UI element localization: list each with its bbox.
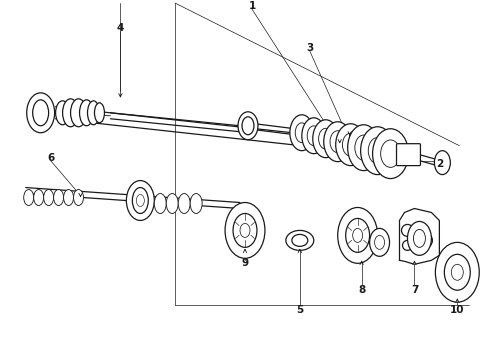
Ellipse shape (233, 213, 257, 247)
Ellipse shape (240, 224, 250, 237)
Ellipse shape (361, 127, 394, 175)
Ellipse shape (381, 140, 400, 167)
Ellipse shape (242, 117, 254, 135)
Ellipse shape (436, 242, 479, 302)
Text: 5: 5 (296, 305, 303, 315)
Ellipse shape (348, 125, 380, 171)
Ellipse shape (74, 190, 83, 206)
Ellipse shape (71, 99, 87, 127)
Ellipse shape (302, 118, 326, 154)
Text: 3: 3 (306, 43, 314, 53)
Ellipse shape (353, 229, 363, 242)
Polygon shape (399, 208, 440, 264)
Ellipse shape (55, 101, 70, 125)
Ellipse shape (444, 254, 470, 290)
Ellipse shape (132, 188, 148, 213)
FancyBboxPatch shape (396, 144, 420, 166)
Ellipse shape (95, 103, 104, 123)
Ellipse shape (343, 133, 359, 156)
Ellipse shape (336, 124, 366, 166)
Ellipse shape (368, 138, 387, 164)
Ellipse shape (79, 100, 94, 126)
Ellipse shape (63, 99, 78, 127)
Ellipse shape (372, 129, 409, 179)
Ellipse shape (345, 219, 369, 252)
Text: 7: 7 (411, 285, 418, 295)
Ellipse shape (225, 203, 265, 258)
Ellipse shape (88, 101, 99, 125)
Ellipse shape (324, 122, 352, 162)
Ellipse shape (374, 235, 385, 249)
Ellipse shape (318, 128, 333, 149)
Text: 10: 10 (450, 305, 465, 315)
Ellipse shape (64, 190, 74, 206)
Ellipse shape (414, 229, 425, 247)
Ellipse shape (238, 112, 258, 140)
Ellipse shape (286, 230, 314, 250)
Ellipse shape (178, 194, 190, 213)
Circle shape (401, 224, 414, 237)
Text: 9: 9 (242, 258, 248, 268)
Ellipse shape (33, 100, 49, 126)
Ellipse shape (355, 135, 372, 160)
Ellipse shape (435, 151, 450, 175)
Circle shape (416, 233, 432, 248)
Ellipse shape (307, 126, 320, 145)
Ellipse shape (34, 190, 44, 206)
Ellipse shape (408, 221, 431, 255)
Ellipse shape (313, 120, 339, 158)
Ellipse shape (330, 131, 345, 153)
Ellipse shape (24, 190, 34, 206)
Ellipse shape (292, 234, 308, 246)
Ellipse shape (295, 123, 308, 143)
Text: 1: 1 (248, 1, 256, 11)
Ellipse shape (136, 194, 145, 207)
Ellipse shape (53, 190, 64, 206)
Ellipse shape (190, 194, 202, 213)
Text: 6: 6 (47, 153, 54, 163)
Text: 4: 4 (117, 23, 124, 33)
Text: 2: 2 (436, 159, 443, 168)
Ellipse shape (369, 229, 390, 256)
Ellipse shape (44, 190, 53, 206)
Text: 8: 8 (358, 285, 365, 295)
Ellipse shape (451, 264, 464, 280)
Ellipse shape (166, 194, 178, 213)
Ellipse shape (290, 115, 314, 151)
Circle shape (402, 240, 413, 250)
Ellipse shape (126, 181, 154, 220)
Ellipse shape (154, 194, 166, 213)
Ellipse shape (338, 207, 378, 263)
Ellipse shape (26, 93, 54, 133)
